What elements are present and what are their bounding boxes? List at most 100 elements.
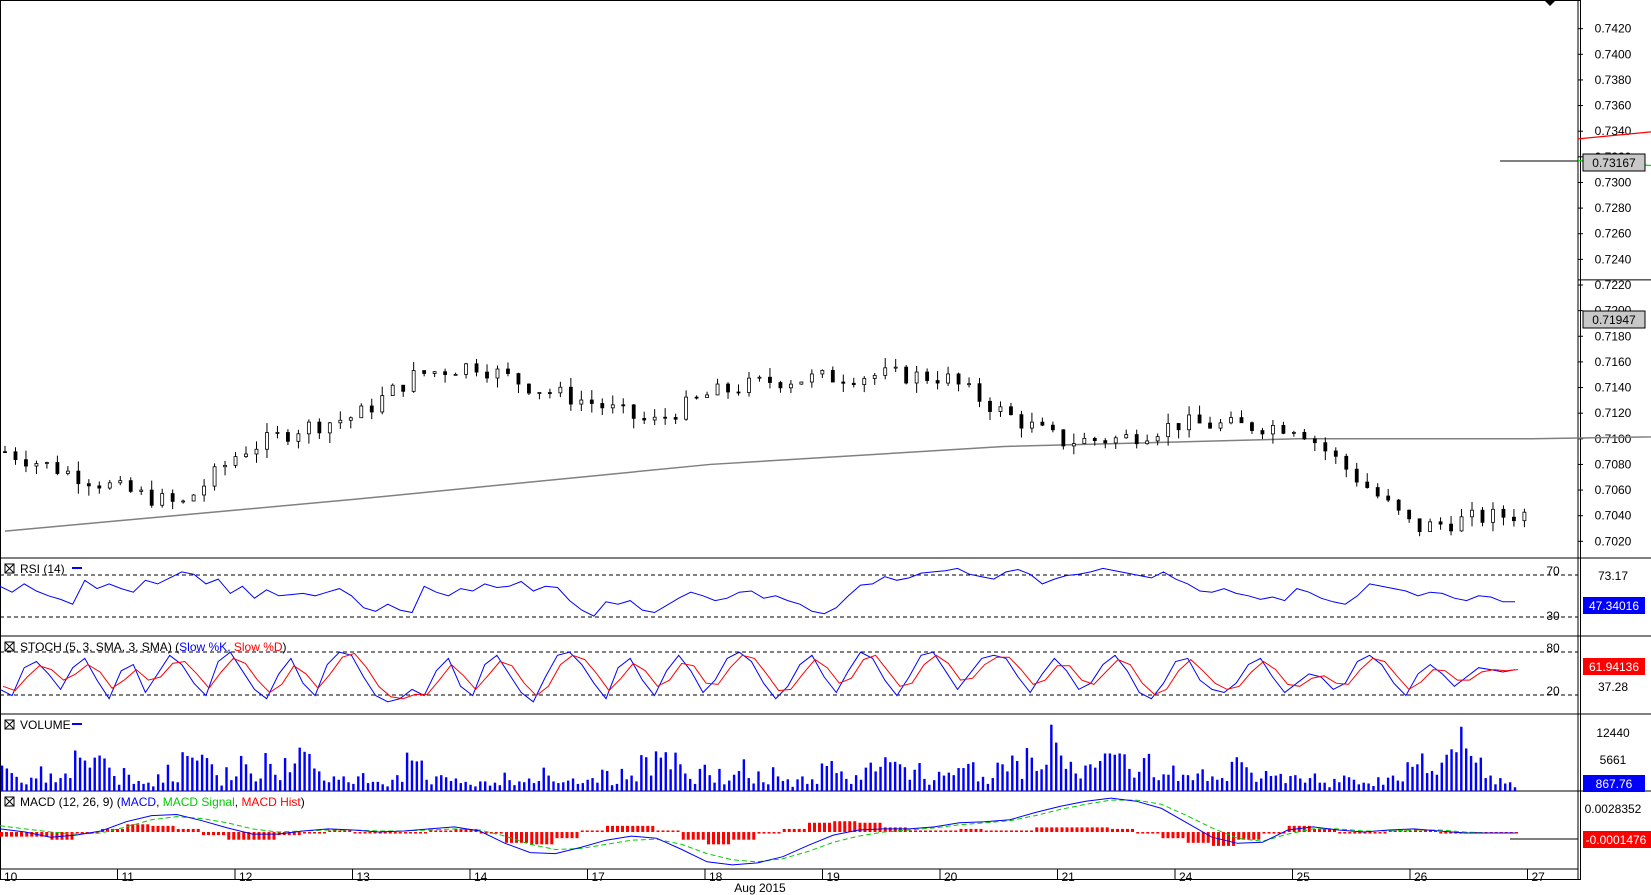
- volume-bar: [947, 772, 951, 791]
- stoch-k-legend: Slow %K: [179, 640, 227, 654]
- candle-body: [1250, 422, 1254, 431]
- candle-body: [820, 370, 825, 375]
- macd-hist-bar: [50, 832, 54, 840]
- macd-hist-bar: [1121, 828, 1124, 833]
- macd-hist-bar: [909, 830, 912, 833]
- volume-bar: [59, 778, 62, 791]
- volume-bar: [1181, 774, 1185, 791]
- macd-hist-bar: [80, 832, 84, 834]
- candle-body: [1050, 424, 1055, 431]
- moving-average-layer: [4, 279, 1651, 532]
- macd-hist-bar: [116, 828, 119, 833]
- volume-bar: [674, 752, 677, 791]
- macd-hist-bar: [318, 832, 321, 834]
- macd-hist-bar: [191, 828, 195, 833]
- macd-hist-bar: [484, 832, 488, 834]
- volume-bar: [1225, 780, 1229, 791]
- volume-bar: [25, 784, 28, 791]
- candle-body: [757, 376, 762, 379]
- volume-bar: [371, 781, 375, 791]
- macd-hist-bar: [338, 830, 342, 833]
- volume-bar: [264, 753, 267, 791]
- volume-bar: [483, 781, 487, 791]
- volume-bar: [474, 786, 477, 791]
- price-tick-label-3: 0.7360: [1595, 99, 1632, 113]
- macd-hist-bar: [590, 830, 594, 833]
- rsi-value-text: 47.34016: [1589, 599, 1639, 613]
- volume-bar: [288, 772, 292, 791]
- volume-bar: [225, 767, 228, 791]
- macd-hist-bar: [1111, 828, 1114, 833]
- candle-body: [181, 500, 186, 503]
- volume-bar: [425, 779, 428, 791]
- macd-hist-bar: [1398, 830, 1402, 833]
- candle-body: [967, 383, 971, 386]
- volume-bar: [635, 781, 638, 791]
- volume-bar: [137, 780, 140, 791]
- trendline-1: [1577, 160, 1651, 167]
- candle-body: [1040, 421, 1045, 426]
- volume-bar: [1269, 775, 1273, 791]
- volume-bar: [205, 758, 209, 791]
- volume-bar: [420, 760, 423, 791]
- volume-bar: [757, 771, 760, 791]
- last-price-label: 0.73167: [1582, 153, 1646, 172]
- macd-hist-bar: [1257, 832, 1261, 840]
- macd-hist-bar: [903, 827, 907, 833]
- candle-body: [443, 371, 448, 375]
- volume-bar: [952, 775, 955, 791]
- macd-hist-bar: [499, 832, 503, 834]
- macd-hist-bar: [924, 830, 927, 833]
- volume-bar: [113, 775, 116, 791]
- volume-bar: [1006, 771, 1009, 791]
- volume-bar: [1040, 769, 1043, 791]
- stoch-d-line: [2, 652, 1519, 700]
- macd-hist-bar: [45, 832, 49, 837]
- volume-bar: [122, 768, 126, 791]
- price-tick-label-18: 0.7060: [1595, 483, 1632, 497]
- macd-hist-bar: [419, 832, 422, 834]
- macd-hist-bar: [1075, 827, 1079, 833]
- scroll-marker-icon[interactable]: [1544, 0, 1556, 6]
- candle-body: [1113, 437, 1118, 444]
- stoch-panel: STOCH (5, 3, SMA, 3, SMA) (Slow %K, Slow…: [0, 640, 1645, 703]
- macd-hist-bar: [1212, 832, 1215, 846]
- candle-body: [1480, 509, 1485, 523]
- macd-hist-bar: [1383, 832, 1387, 834]
- macd-hist-bar: [863, 822, 867, 833]
- macd-hist-bar: [393, 832, 397, 834]
- candle-body: [474, 363, 479, 373]
- volume-bar: [313, 768, 316, 791]
- macd-hist-bar: [883, 827, 887, 833]
- macd-hist-bar: [1328, 828, 1331, 833]
- candle-body: [86, 483, 91, 487]
- volume-bar: [10, 773, 13, 791]
- candle-body: [149, 489, 154, 506]
- volume-bar: [171, 781, 175, 791]
- volume-bar: [591, 778, 594, 791]
- macd-hist-bar: [1060, 827, 1064, 833]
- volume-bar: [459, 783, 462, 791]
- volume-bar: [283, 758, 287, 791]
- macd-hist-bar: [555, 832, 559, 839]
- macd-hist-bar: [398, 832, 402, 834]
- volume-bar: [1416, 764, 1419, 791]
- macd-hist-bar: [1424, 830, 1427, 833]
- price-tick-label-13: 0.7160: [1595, 355, 1632, 369]
- rsi-level-70-label: 70: [1546, 564, 1560, 578]
- macd-hist-bar: [828, 822, 831, 833]
- candle-body: [736, 391, 741, 394]
- volume-bar: [401, 781, 404, 791]
- time-axis: 10 11 12 13 14 17 18 19 20 21 24 25 26 27: [0, 869, 1545, 884]
- macd-hist-bar: [808, 822, 811, 833]
- volume-bar: [39, 766, 43, 791]
- macd-hist-bar: [449, 830, 453, 833]
- volume-bar: [74, 750, 77, 791]
- macd-hist-bar: [1070, 827, 1074, 833]
- macd-hist-bar: [252, 832, 256, 840]
- candle-body: [1208, 422, 1212, 429]
- volume-bar: [1469, 755, 1473, 791]
- macd-hist-bar: [1272, 832, 1276, 834]
- macd-hist-bar: [1419, 830, 1422, 833]
- macd-hist-bar: [222, 832, 225, 836]
